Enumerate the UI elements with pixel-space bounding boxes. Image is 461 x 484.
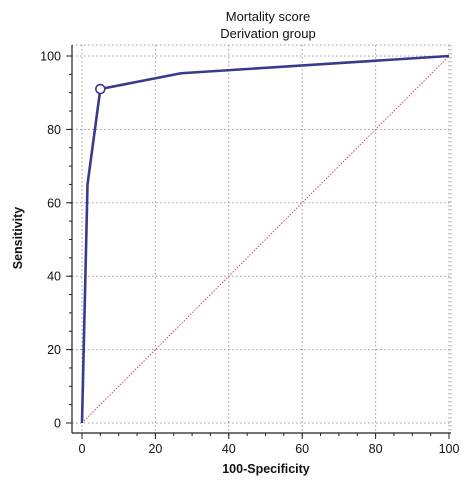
reference-diagonal xyxy=(81,55,450,424)
y-tick-label: 0 xyxy=(54,417,61,431)
chart-subtitle: Derivation group xyxy=(220,26,315,41)
y-tick-label: 40 xyxy=(47,270,61,284)
x-tick-label: 80 xyxy=(369,442,383,456)
y-tick-label: 80 xyxy=(47,123,61,137)
y-tick-label: 100 xyxy=(40,50,61,64)
y-tick-label: 60 xyxy=(47,196,61,210)
grid xyxy=(72,44,452,433)
ticks: 0 20 40 60 80 100 0 20 40 60 80 100 xyxy=(40,50,459,457)
reference-line xyxy=(81,55,450,424)
x-axis-label: 100-Specificity xyxy=(222,462,310,476)
x-tick-label: 40 xyxy=(222,442,236,456)
x-tick-label: 0 xyxy=(79,442,86,456)
x-tick-label: 60 xyxy=(295,442,309,456)
y-tick-label: 20 xyxy=(47,343,61,357)
y-axis-label: Sensitivity xyxy=(11,207,25,270)
chart-title: Mortality score xyxy=(226,9,311,24)
series xyxy=(80,54,450,424)
optimal-cutoff-point xyxy=(95,83,106,95)
x-tick-label: 20 xyxy=(148,442,162,456)
x-tick-label: 100 xyxy=(439,442,460,456)
axes xyxy=(71,45,451,434)
